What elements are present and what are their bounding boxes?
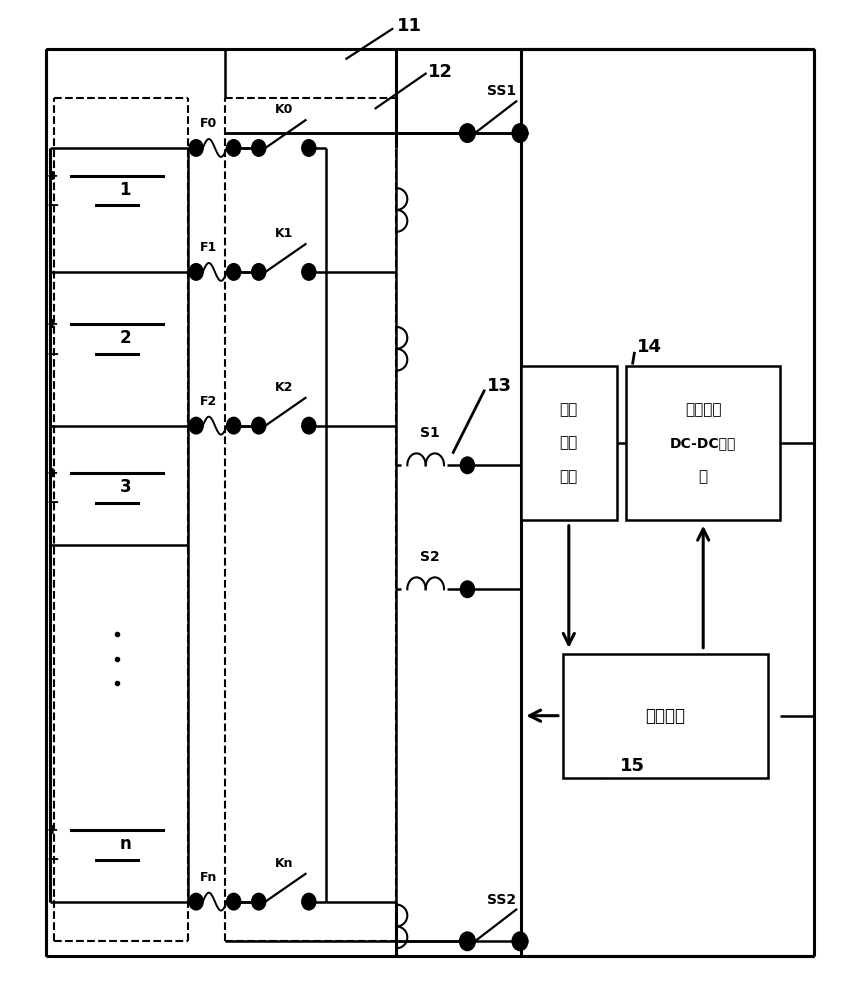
Text: 15: 15	[620, 757, 645, 775]
Circle shape	[513, 124, 528, 142]
Text: DC-DC变换: DC-DC变换	[670, 436, 737, 450]
Text: Fn: Fn	[200, 871, 217, 884]
Text: K2: K2	[275, 381, 293, 394]
Text: S1: S1	[420, 426, 440, 440]
Text: 检测: 检测	[560, 435, 578, 450]
Text: 1: 1	[120, 181, 131, 199]
Circle shape	[252, 894, 266, 910]
Text: −: −	[46, 347, 59, 362]
Circle shape	[190, 140, 203, 156]
Text: 14: 14	[636, 338, 662, 356]
Text: 12: 12	[428, 63, 454, 81]
Text: +: +	[46, 466, 58, 480]
Text: SS2: SS2	[487, 893, 517, 907]
Circle shape	[227, 140, 240, 156]
Text: 故障: 故障	[560, 402, 578, 417]
Circle shape	[461, 581, 474, 597]
Circle shape	[190, 418, 203, 434]
Circle shape	[302, 264, 315, 280]
Text: 控制电路: 控制电路	[646, 707, 685, 725]
Circle shape	[252, 264, 266, 280]
Text: 器: 器	[699, 469, 708, 484]
Circle shape	[461, 457, 474, 473]
Text: −: −	[46, 198, 59, 213]
Text: S2: S2	[420, 550, 440, 564]
Text: K1: K1	[275, 227, 293, 240]
Text: +: +	[46, 169, 58, 183]
Text: SS1: SS1	[487, 84, 517, 98]
Circle shape	[460, 124, 475, 142]
Circle shape	[460, 932, 475, 950]
Text: F1: F1	[200, 241, 217, 254]
Text: n: n	[120, 835, 131, 853]
Text: 2: 2	[120, 329, 131, 347]
Text: 13: 13	[486, 377, 512, 395]
Circle shape	[302, 894, 315, 910]
Text: +: +	[46, 317, 58, 331]
Circle shape	[227, 418, 240, 434]
Circle shape	[190, 264, 203, 280]
Circle shape	[190, 894, 203, 910]
Text: −: −	[46, 852, 59, 867]
Circle shape	[302, 418, 315, 434]
Text: F0: F0	[200, 117, 217, 130]
Text: F2: F2	[200, 395, 217, 408]
Bar	[626, 366, 781, 520]
Circle shape	[227, 264, 240, 280]
Text: 11: 11	[396, 17, 422, 35]
Text: −: −	[46, 495, 59, 510]
Text: 电路: 电路	[560, 469, 578, 484]
Text: Kn: Kn	[275, 857, 293, 870]
Text: K0: K0	[275, 103, 293, 116]
Bar	[521, 366, 617, 520]
Circle shape	[227, 894, 240, 910]
Text: +: +	[46, 823, 58, 837]
Circle shape	[252, 140, 266, 156]
Circle shape	[513, 932, 528, 950]
Text: 3: 3	[120, 478, 131, 496]
Bar	[563, 654, 768, 778]
Circle shape	[252, 418, 266, 434]
Circle shape	[302, 140, 315, 156]
Text: 双向全桥: 双向全桥	[685, 402, 722, 417]
